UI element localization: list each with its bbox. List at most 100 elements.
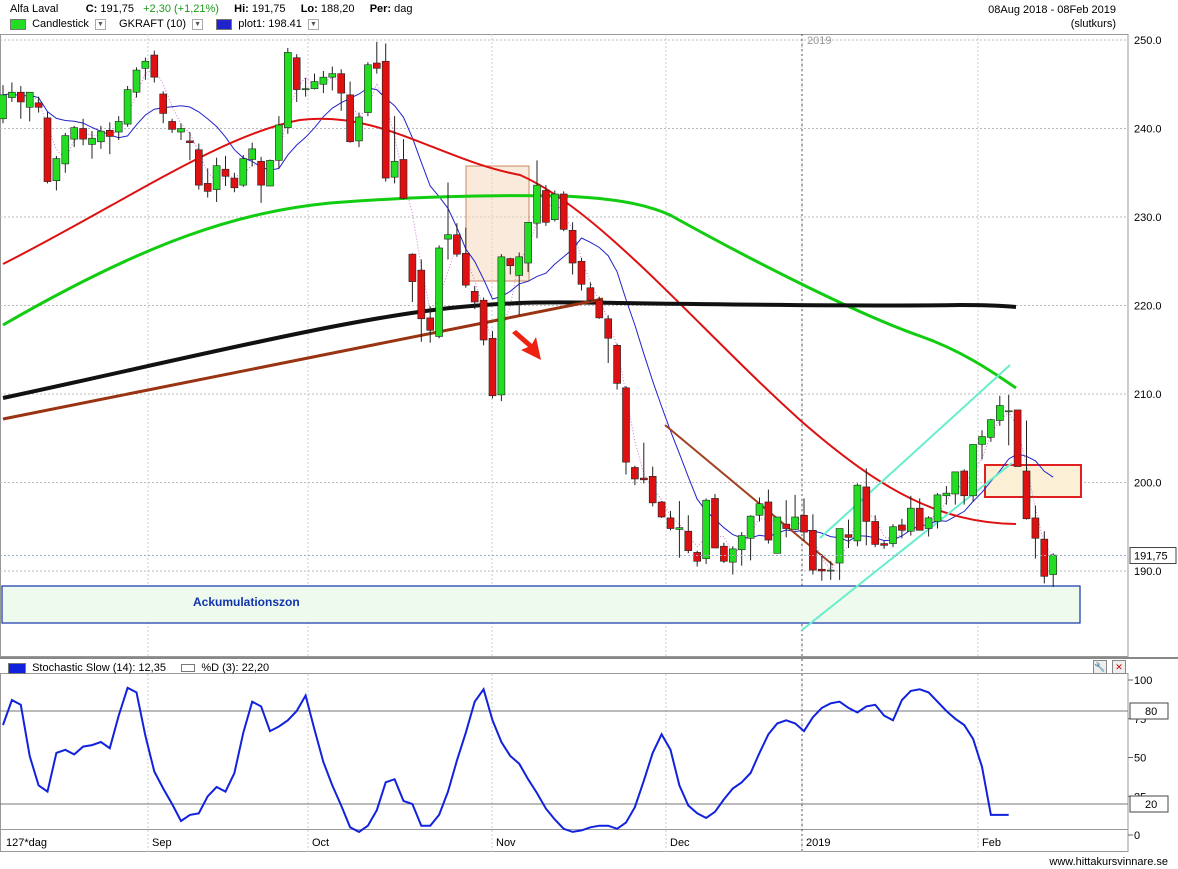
last-price-label: 191,75 bbox=[1134, 551, 1168, 563]
candle-body bbox=[515, 256, 524, 276]
candle-body bbox=[951, 471, 960, 495]
stochastic-line bbox=[2, 686, 1009, 834]
y-tick-label: 250.0 bbox=[1134, 35, 1162, 47]
candle-body bbox=[461, 252, 470, 286]
candle-body bbox=[301, 88, 310, 90]
candle-body bbox=[88, 137, 96, 145]
candle-body bbox=[711, 498, 719, 549]
candle-body bbox=[408, 253, 417, 282]
candle-body bbox=[542, 190, 550, 223]
settings-icon[interactable]: 🔧 bbox=[1093, 660, 1107, 674]
candle-body bbox=[177, 128, 185, 133]
candle-body bbox=[978, 436, 986, 445]
stoch-title: Stochastic Slow (14): 12,35 bbox=[32, 662, 166, 674]
candle-body bbox=[924, 517, 933, 529]
candle-body bbox=[97, 130, 105, 143]
stoch-plot-frame bbox=[0, 673, 1129, 830]
candle-body bbox=[417, 269, 426, 320]
candle-body bbox=[195, 149, 203, 186]
candle-body bbox=[479, 299, 488, 341]
ma-20-line bbox=[2, 117, 1017, 525]
candle-body bbox=[34, 102, 43, 108]
candle-body bbox=[559, 193, 568, 230]
candle-body bbox=[212, 165, 221, 190]
candle-body bbox=[186, 140, 194, 143]
candle-body bbox=[550, 193, 559, 220]
candle-body bbox=[141, 60, 150, 69]
stoch-y-tick-label: 0 bbox=[1134, 830, 1140, 842]
candle-body bbox=[853, 484, 862, 542]
candle-body bbox=[764, 501, 773, 541]
candle-body bbox=[1049, 554, 1057, 575]
candle-body bbox=[871, 521, 880, 545]
y-tick-label: 200.0 bbox=[1134, 478, 1162, 490]
date-range-text: 08Aug 2018 - 08Feb 2019 bbox=[988, 4, 1116, 16]
candle-body bbox=[1013, 409, 1022, 467]
candlestick-swatch bbox=[10, 18, 26, 30]
candle-body bbox=[310, 81, 319, 89]
price-type: (slutkurs) bbox=[1070, 18, 1116, 30]
candle-body bbox=[666, 517, 675, 529]
chevron-down-icon[interactable]: ▼ bbox=[94, 18, 106, 30]
candle-body bbox=[684, 530, 693, 551]
chevron-down-icon[interactable]: ▼ bbox=[307, 18, 319, 30]
candle-body bbox=[399, 159, 408, 199]
candle-body bbox=[720, 545, 728, 562]
candle-body bbox=[123, 89, 132, 125]
candle-body bbox=[266, 160, 274, 187]
close-icon[interactable]: ✕ bbox=[1112, 660, 1126, 674]
chevron-down-icon[interactable]: ▼ bbox=[192, 18, 204, 30]
candle-body bbox=[533, 184, 541, 224]
price-plot-frame bbox=[0, 34, 1129, 657]
candle-body bbox=[577, 260, 586, 285]
stoch-d-label: %D (3): 22,20 bbox=[201, 662, 270, 674]
candle-body bbox=[150, 54, 159, 78]
close-label: C: bbox=[85, 3, 98, 15]
candle-body bbox=[114, 121, 123, 133]
candle-body bbox=[248, 148, 256, 160]
candle-body bbox=[70, 127, 78, 140]
candle-body bbox=[835, 528, 844, 564]
candle-body bbox=[372, 62, 381, 69]
candle-body bbox=[1004, 410, 1013, 413]
stoch-y-tick-label: 100 bbox=[1134, 675, 1152, 687]
candle-body bbox=[239, 158, 248, 186]
candle-body bbox=[8, 91, 16, 98]
legend-plot1: plot1: 198.41 bbox=[238, 18, 302, 30]
candle-body bbox=[942, 492, 951, 497]
candle-body bbox=[132, 69, 141, 93]
candle-body bbox=[631, 467, 639, 480]
candle-body bbox=[435, 247, 443, 337]
channel-upper-line bbox=[819, 364, 1011, 539]
accumulation-zone-label: Ackumulationszon bbox=[193, 595, 300, 609]
candle-body bbox=[746, 515, 755, 539]
candle-body bbox=[613, 345, 621, 384]
legend-gkraft: GKRAFT (10) bbox=[119, 18, 187, 30]
candle-body bbox=[337, 73, 346, 94]
candle-body bbox=[488, 337, 497, 397]
candle-body bbox=[595, 299, 604, 319]
per-label: Per: bbox=[369, 3, 392, 15]
candle-body bbox=[61, 135, 70, 165]
candle-body bbox=[889, 526, 897, 544]
quote-line: Alfa Laval C: 191,75 +2,30 (+1,21%) Hi: … bbox=[10, 3, 419, 15]
candle-body bbox=[453, 234, 461, 255]
x-tick-label: 2019 bbox=[806, 837, 830, 849]
candle-body bbox=[1031, 517, 1040, 539]
candle-body bbox=[524, 222, 532, 264]
candle-body bbox=[960, 470, 969, 497]
candle-body bbox=[275, 124, 283, 161]
candle-body bbox=[426, 317, 435, 331]
candle-body bbox=[0, 94, 7, 120]
candle-body bbox=[622, 387, 630, 463]
candle-body bbox=[568, 229, 577, 264]
resistance-box bbox=[984, 464, 1082, 498]
x-tick-label: Oct bbox=[312, 837, 329, 849]
x-tick-label: Feb bbox=[982, 837, 1001, 849]
y-tick-label: 230.0 bbox=[1134, 212, 1162, 224]
candle-body bbox=[79, 128, 87, 140]
change-value: +2,30 (+1,21%) bbox=[143, 3, 219, 15]
stock-name: Alfa Laval bbox=[10, 3, 59, 15]
ma-200-line bbox=[2, 300, 1017, 400]
